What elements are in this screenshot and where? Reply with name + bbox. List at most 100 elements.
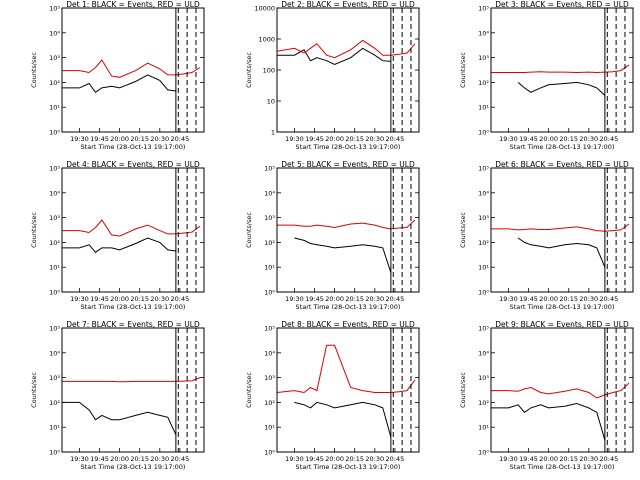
y-tick-label: 10 <box>267 98 275 106</box>
x-tick-label: 20:30 <box>365 135 384 143</box>
y-tick-label: 10² <box>478 239 489 247</box>
y-tick-label: 10¹ <box>49 264 60 272</box>
y-tick-label: 10⁴ <box>264 349 275 357</box>
x-tick-label: 20:15 <box>345 295 364 303</box>
y-tick-label: 10³ <box>478 214 489 222</box>
events-series-line <box>517 237 606 268</box>
y-tick-label: 10¹ <box>264 424 275 432</box>
detector-panel-7: Det 7: BLACK = Events, RED = ULD 10⁰ 10¹ 10… <box>30 320 205 471</box>
x-axis-label: Start Time (28-Oct-13 19:17:00) <box>81 463 186 471</box>
y-tick-label: 10⁵ <box>49 165 60 173</box>
y-tick-label: 10³ <box>264 374 275 382</box>
x-tick-label: 19:45 <box>305 455 324 463</box>
x-tick-label: 20:45 <box>600 295 619 303</box>
uld-series-line <box>62 59 201 78</box>
y-tick-label: 10² <box>478 399 489 407</box>
plot-frame <box>490 167 634 293</box>
y-tick-label: 10⁰ <box>478 289 489 297</box>
y-tick-label: 10⁵ <box>478 5 489 13</box>
y-tick-label: 10¹ <box>49 104 60 112</box>
y-tick-label: 10¹ <box>264 264 275 272</box>
plot-frame <box>276 327 420 453</box>
x-tick-label: 20:15 <box>130 295 149 303</box>
y-tick-label: 10⁰ <box>49 289 60 297</box>
x-tick-label: 19:45 <box>305 135 324 143</box>
panel-title: Det 4: BLACK = Events, RED = ULD <box>66 160 200 169</box>
detector-panel-4: Det 4: BLACK = Events, RED = ULD 10⁰ 10¹ 10… <box>30 160 205 311</box>
x-tick-label: 20:15 <box>559 295 578 303</box>
x-tick-label: 20:15 <box>559 135 578 143</box>
y-tick-label: 10⁴ <box>264 189 275 197</box>
y-tick-label: 10⁰ <box>478 129 489 137</box>
detector-panel-1: Det 1: BLACK = Events, RED = ULD 10⁰ 10¹ 10… <box>30 0 205 151</box>
x-tick-label: 20:45 <box>386 455 405 463</box>
uld-series-line <box>491 382 630 399</box>
y-tick-label: 10⁵ <box>264 325 275 333</box>
y-tick-label: 10⁵ <box>478 325 489 333</box>
y-axis-label: Counts/sec <box>30 212 38 248</box>
x-tick-label: 19:30 <box>70 295 89 303</box>
x-tick-label: 19:30 <box>285 455 304 463</box>
uld-series-line <box>491 64 630 74</box>
y-tick-label: 10⁵ <box>478 165 489 173</box>
x-tick-label: 20:45 <box>600 455 619 463</box>
y-tick-label: 10³ <box>49 374 60 382</box>
x-tick-label: 19:45 <box>90 295 109 303</box>
y-tick-label: 1 <box>271 129 275 137</box>
uld-series-line <box>277 344 416 394</box>
y-tick-label: 10⁰ <box>49 449 60 457</box>
detector-panel-5: Det 5: BLACK = Events, RED = ULD 10⁰ 10¹ 10… <box>245 160 420 311</box>
y-tick-label: 10² <box>49 399 60 407</box>
y-tick-label: 10¹ <box>478 104 489 112</box>
x-tick-label: 19:30 <box>285 135 304 143</box>
y-tick-label: 10⁰ <box>264 289 275 297</box>
events-series-line <box>62 401 177 435</box>
x-tick-label: 20:30 <box>365 455 384 463</box>
x-tick-label: 20:45 <box>600 135 619 143</box>
y-tick-label: 10000 <box>254 5 275 13</box>
plot-frame <box>276 7 420 133</box>
uld-series-line <box>62 219 201 237</box>
x-tick-label: 20:00 <box>325 455 344 463</box>
x-tick-label: 19:45 <box>90 135 109 143</box>
x-tick-label: 20:15 <box>345 135 364 143</box>
x-tick-label: 19:45 <box>305 295 324 303</box>
y-tick-label: 10³ <box>264 214 275 222</box>
y-axis-label: Counts/sec <box>459 372 467 408</box>
plot-frame <box>490 327 634 453</box>
panel-title: Det 5: BLACK = Events, RED = ULD <box>281 160 415 169</box>
y-tick-label: 10³ <box>478 54 489 62</box>
y-tick-label: 10³ <box>478 374 489 382</box>
y-tick-label: 10³ <box>49 214 60 222</box>
plot-frame <box>61 327 205 453</box>
x-axis-label: Start Time (28-Oct-13 19:17:00) <box>81 143 186 151</box>
panel-title: Det 9: BLACK = Events, RED = ULD <box>495 320 629 329</box>
x-tick-label: 20:30 <box>579 135 598 143</box>
panel-title: Det 8: BLACK = Events, RED = ULD <box>281 320 415 329</box>
x-tick-label: 20:30 <box>365 295 384 303</box>
y-axis-label: Counts/sec <box>245 212 253 248</box>
x-tick-label: 20:00 <box>110 135 129 143</box>
x-axis-label: Start Time (28-Oct-13 19:17:00) <box>296 463 401 471</box>
uld-series-line <box>277 39 416 59</box>
x-tick-label: 20:00 <box>325 295 344 303</box>
events-series-line <box>491 402 606 441</box>
detector-panel-8: Det 8: BLACK = Events, RED = ULD 10⁰ 10¹ 10… <box>245 320 420 471</box>
y-axis-label: Counts/sec <box>245 52 253 88</box>
panel-title: Det 7: BLACK = Events, RED = ULD <box>66 320 200 329</box>
events-series-line <box>62 74 176 93</box>
panel-title: Det 6: BLACK = Events, RED = ULD <box>495 160 629 169</box>
detector-panel-9: Det 9: BLACK = Events, RED = ULD 10⁰ 10¹ 10… <box>459 320 634 471</box>
x-tick-label: 20:15 <box>559 455 578 463</box>
y-tick-label: 10⁴ <box>49 29 60 37</box>
events-series-line <box>517 81 606 96</box>
y-tick-label: 10⁰ <box>264 449 275 457</box>
x-tick-label: 20:15 <box>130 135 149 143</box>
x-tick-label: 19:45 <box>90 455 109 463</box>
y-tick-label: 10² <box>49 239 60 247</box>
x-tick-label: 20:45 <box>171 295 190 303</box>
uld-series-line <box>277 219 416 230</box>
x-axis-label: Start Time (28-Oct-13 19:17:00) <box>510 463 615 471</box>
detector-panel-6: Det 6: BLACK = Events, RED = ULD 10⁰ 10¹ 10… <box>459 160 634 311</box>
